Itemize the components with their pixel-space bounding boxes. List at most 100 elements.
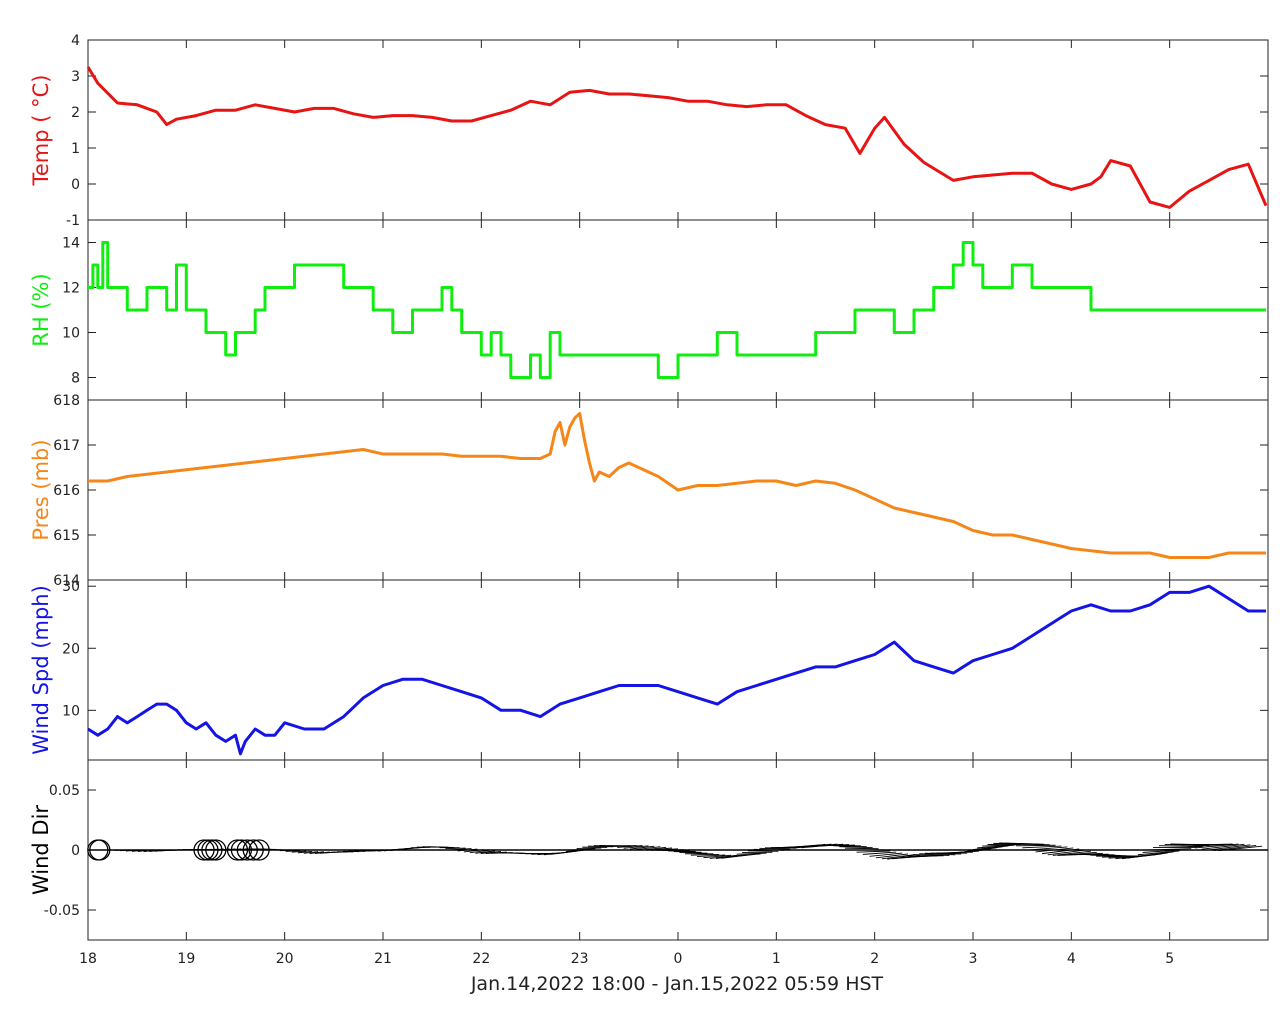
x-axis-label: Jan.14,2022 18:00 - Jan.15,2022 05:59 HS… — [470, 973, 884, 995]
wind-arrow — [223, 848, 236, 851]
y-tick-label: 30 — [62, 579, 80, 595]
wind-arrow — [875, 853, 909, 859]
wind-arrow — [1016, 844, 1056, 847]
y-tick-label: 617 — [53, 438, 80, 454]
wind-arrow — [869, 852, 903, 857]
y-tick-label: 3 — [71, 69, 80, 85]
wind-arrow — [1213, 844, 1257, 852]
wind-arrow — [475, 850, 496, 854]
wind-arrow — [125, 849, 136, 852]
wind-arrow — [611, 845, 637, 847]
x-tick-label: 1 — [772, 951, 781, 967]
wind-arrow — [137, 850, 148, 853]
wind-arrow — [1208, 844, 1251, 851]
wind-arrow — [1218, 845, 1263, 852]
wind-arrow — [131, 849, 142, 852]
y-tick-label: 615 — [53, 528, 80, 544]
wind-arrow — [696, 854, 726, 858]
y-tick-label: -0.05 — [44, 903, 80, 919]
wind-arrow — [588, 845, 614, 848]
wind-arrow — [690, 854, 720, 856]
wind-arrow — [839, 846, 873, 849]
wind-arrow — [913, 854, 950, 856]
wind-arrow — [309, 851, 325, 855]
wind-arrow — [667, 850, 696, 852]
wind-arrow — [457, 848, 478, 852]
y-tick-label: 618 — [53, 393, 80, 409]
y-tick-label: 10 — [62, 326, 80, 342]
series-line — [86, 66, 1268, 209]
wind-arrow — [1133, 851, 1174, 858]
wind-arrow — [759, 847, 791, 850]
wind-arrow — [736, 852, 767, 855]
panel-4: 0.05 0 -0.05 Wind Dir — [29, 759, 1269, 941]
panel-3: 30 20 10 Wind Spd (mph) — [29, 579, 1269, 761]
wind-arrow — [646, 847, 673, 851]
wind-arrow — [833, 845, 867, 848]
x-tick-label: 23 — [571, 951, 589, 967]
wind-arrow — [1047, 849, 1086, 856]
y-axis-label: Temp ( °C) — [29, 75, 53, 187]
calm-marker — [248, 839, 270, 861]
wind-arrow — [1201, 843, 1245, 850]
wind-arrow — [617, 845, 643, 848]
wind-arrow — [1022, 845, 1062, 849]
y-tick-label: 616 — [53, 483, 80, 499]
wind-arrow — [641, 846, 667, 851]
wind-arrow — [703, 854, 732, 859]
wind-arrow — [862, 851, 897, 855]
wind-arrow — [1188, 843, 1233, 847]
x-tick-label: 0 — [674, 951, 683, 967]
wind-arrow — [977, 844, 1015, 849]
wind-arrow — [565, 849, 590, 852]
y-tick-label: 0.05 — [49, 783, 80, 799]
wind-arrow — [291, 850, 307, 853]
series-line — [87, 584, 1266, 756]
wind-arrow — [629, 845, 655, 850]
series-line — [88, 241, 1266, 379]
wind-arrow — [229, 848, 242, 851]
wind-arrow — [480, 851, 502, 854]
wind-arrow — [1041, 848, 1080, 855]
wind-arrow — [651, 848, 679, 851]
y-tick-label: 8 — [71, 371, 80, 387]
wind-arrow — [731, 853, 761, 857]
x-tick-label: 3 — [969, 951, 978, 967]
wind-arrow — [635, 846, 661, 851]
x-tick-label: 19 — [177, 951, 195, 967]
y-axis-label: Wind Spd (mph) — [29, 585, 53, 755]
wind-arrow — [1028, 846, 1068, 851]
series-line — [88, 412, 1266, 559]
y-axis-label: RH (%) — [29, 273, 53, 346]
y-axis-label: Pres (mb) — [29, 439, 53, 540]
y-tick-label: 0 — [71, 177, 80, 193]
y-tick-label: 12 — [62, 281, 80, 297]
wind-arrow — [623, 845, 649, 849]
wind-arrow — [972, 845, 1009, 851]
wind-arrow — [673, 851, 702, 853]
wind-arrow — [679, 852, 708, 854]
wind-arrow — [1194, 843, 1239, 849]
x-tick-label: 20 — [276, 951, 294, 967]
wind-arrow — [463, 849, 484, 853]
y-tick-label: 614 — [53, 573, 80, 589]
x-tick-label: 21 — [374, 951, 392, 967]
calm-marker — [242, 839, 264, 861]
wind-arrow — [1137, 850, 1180, 856]
y-tick-label: 2 — [71, 105, 80, 121]
y-tick-label: 20 — [62, 641, 80, 657]
wind-arrow — [297, 850, 313, 854]
y-tick-label: 4 — [71, 33, 80, 49]
y-tick-label: -1 — [66, 213, 80, 229]
wind-arrow — [982, 844, 1021, 847]
y-tick-label: 0 — [71, 843, 80, 859]
wind-arrow — [1052, 850, 1092, 856]
x-tick-label: 2 — [870, 951, 879, 967]
wind-arrow — [856, 850, 891, 853]
wind-arrow — [656, 849, 684, 851]
y-axis-label: Wind Dir — [29, 805, 53, 895]
y-tick-label: 14 — [62, 236, 80, 252]
wind-arrow — [211, 848, 224, 851]
